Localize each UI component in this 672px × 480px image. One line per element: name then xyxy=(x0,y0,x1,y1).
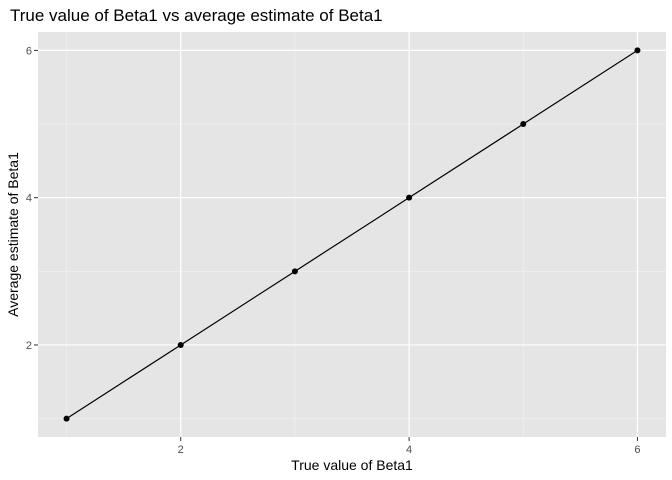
data-point xyxy=(63,415,70,422)
x-tick-label: 4 xyxy=(406,444,412,456)
x-tick-label: 2 xyxy=(178,444,184,456)
y-axis-title: Average estimate of Beta1 xyxy=(5,152,21,317)
y-axis-ticks: 2 4 6 xyxy=(26,45,38,352)
data-point xyxy=(291,268,298,275)
x-axis-title: True value of Beta1 xyxy=(291,457,413,473)
data-point xyxy=(406,194,413,201)
y-tick-label: 6 xyxy=(26,45,32,57)
data-point xyxy=(520,121,527,128)
data-point xyxy=(177,341,184,348)
series-line-group xyxy=(66,49,638,420)
x-axis-ticks: 2 4 6 xyxy=(178,437,641,456)
minor-grid xyxy=(38,32,666,437)
major-grid xyxy=(38,32,666,437)
data-point xyxy=(634,47,641,54)
y-tick-label: 4 xyxy=(26,193,32,205)
chart-title: True value of Beta1 vs average estimate … xyxy=(10,6,383,25)
y-tick-label: 2 xyxy=(26,340,32,352)
series-line xyxy=(66,49,638,420)
series-points xyxy=(63,47,641,422)
x-tick-label: 6 xyxy=(634,444,640,456)
